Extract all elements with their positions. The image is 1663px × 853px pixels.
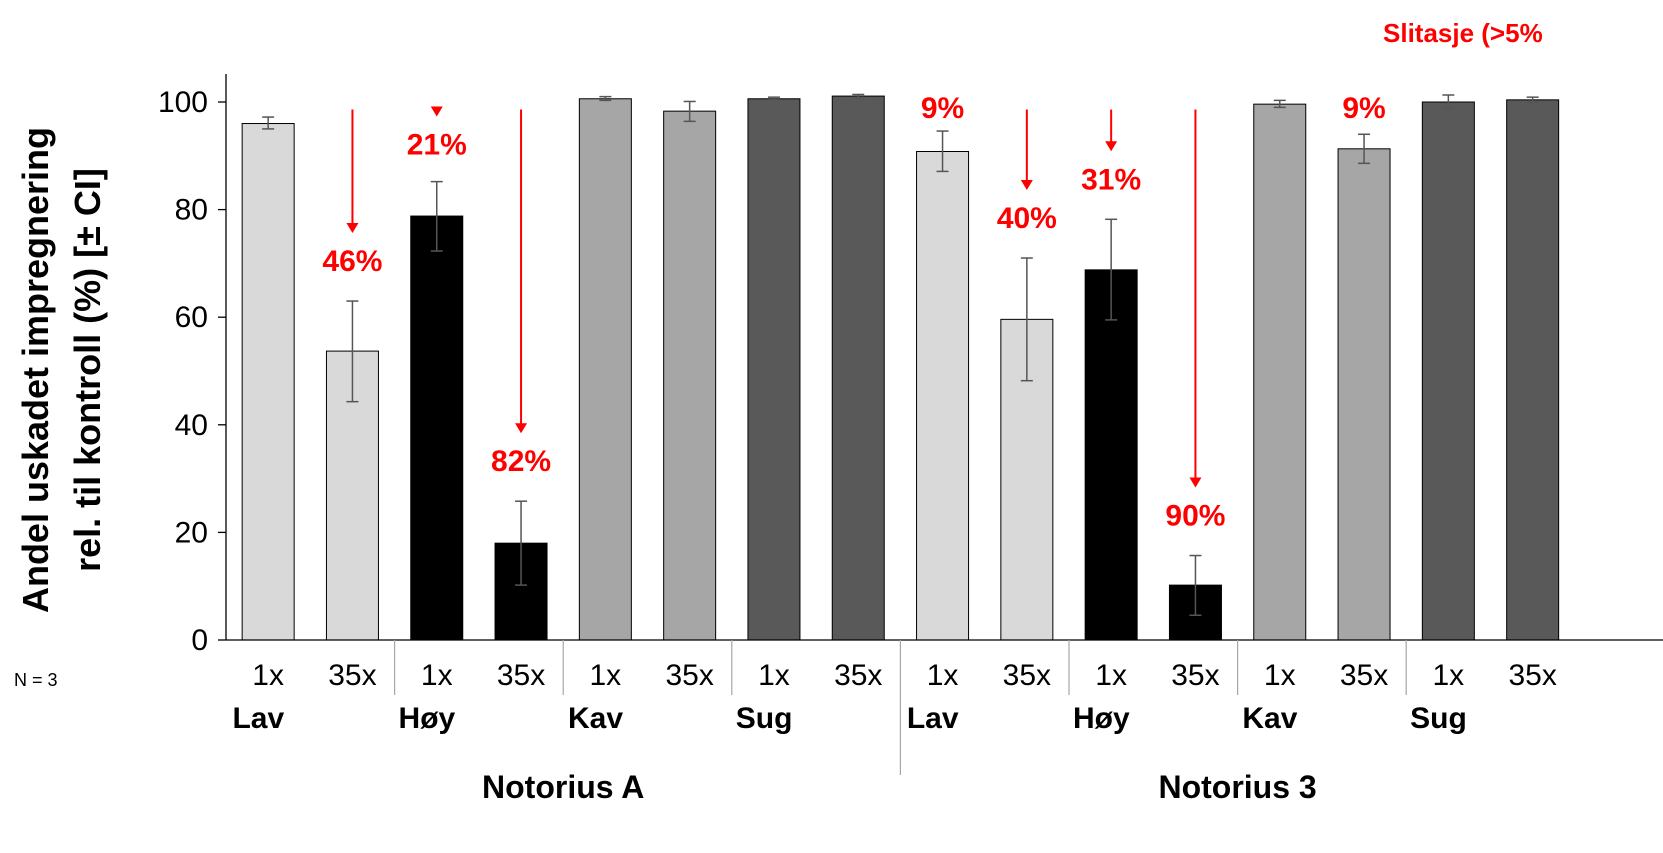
supergroup-label: Notorius 3 <box>1158 769 1316 805</box>
x-tick-label: 1x <box>927 659 959 692</box>
y-axis-label-line1: Andel uskadet impregnering <box>15 127 56 613</box>
percent-annotation: 9% <box>921 92 964 125</box>
corner-label: Slitasje (>5% <box>1383 18 1543 48</box>
percent-annotation: 31% <box>1081 163 1141 196</box>
x-tick-label: 1x <box>590 659 622 692</box>
percent-annotation: 40% <box>997 202 1057 235</box>
y-tick-label: 40 <box>175 409 208 442</box>
x-tick-label: 1x <box>252 659 284 692</box>
decrease-arrowhead <box>346 223 359 234</box>
decrease-arrowhead <box>430 106 443 117</box>
bar <box>1506 99 1560 641</box>
x-tick-label: 1x <box>1264 659 1296 692</box>
n-label: N = 3 <box>14 670 58 690</box>
x-tick-label: 35x <box>665 659 713 692</box>
y-tick-label: 20 <box>175 516 208 549</box>
error-bars-layer <box>262 93 1539 617</box>
x-tick-label: 35x <box>834 659 882 692</box>
group-label: Høy <box>399 702 456 735</box>
y-axis: 0 20 40 60 80 100 <box>158 74 227 657</box>
bar <box>241 123 295 641</box>
bar <box>1253 103 1307 641</box>
bar <box>1084 269 1138 641</box>
percent-annotation: 9% <box>1342 92 1385 125</box>
x-tick-label: 1x <box>1433 659 1465 692</box>
group-label: Lav <box>232 702 284 735</box>
x-tick-label: 1x <box>758 659 790 692</box>
bar <box>410 215 464 641</box>
annotations-layer: 46% 21% 82% 9% 40% 31% 90% 9% <box>322 92 1385 533</box>
x-tick-label: 35x <box>1340 659 1388 692</box>
percent-annotation: 21% <box>407 129 467 162</box>
decrease-arrowhead <box>1189 477 1202 488</box>
group-label: Sug <box>736 702 793 735</box>
bar <box>916 150 970 641</box>
y-tick-label: 0 <box>191 624 208 657</box>
decrease-arrowhead <box>1105 141 1118 152</box>
y-axis-label-line2: rel. til kontroll (%) [± CI] <box>67 168 108 572</box>
bar <box>1421 101 1475 641</box>
group-label: Kav <box>1242 702 1297 735</box>
y-tick-label: 60 <box>175 301 208 334</box>
x-tick-label: 35x <box>1508 659 1556 692</box>
percent-annotation: 82% <box>491 445 551 478</box>
x-axis: 1x 35x 1x 35x 1x 35x 1x 35x 1x 35x 1x 35x 1x 35x 1x 35x… <box>226 639 1663 805</box>
bar <box>747 98 801 641</box>
percent-annotation: 46% <box>322 245 382 278</box>
percent-annotation: 90% <box>1165 500 1225 533</box>
x-tick-label: 1x <box>1095 659 1127 692</box>
x-tick-label: 35x <box>497 659 545 692</box>
y-tick-label: 80 <box>175 194 208 227</box>
group-label: Kav <box>568 702 623 735</box>
x-tick-label: 1x <box>421 659 453 692</box>
bars-layer <box>241 95 1560 641</box>
decrease-arrowhead <box>1020 180 1033 191</box>
supergroup-label: Notorius A <box>482 769 644 805</box>
bar <box>1337 148 1391 641</box>
bar <box>578 98 632 641</box>
group-label: Lav <box>907 702 959 735</box>
group-label: Høy <box>1073 702 1130 735</box>
y-tick-label: 100 <box>158 86 208 119</box>
bar <box>663 110 717 641</box>
x-tick-label: 35x <box>1003 659 1051 692</box>
group-label: Sug <box>1410 702 1467 735</box>
bar <box>831 95 885 641</box>
x-tick-label: 35x <box>1171 659 1219 692</box>
x-tick-label: 35x <box>328 659 376 692</box>
decrease-arrowhead <box>515 423 528 434</box>
